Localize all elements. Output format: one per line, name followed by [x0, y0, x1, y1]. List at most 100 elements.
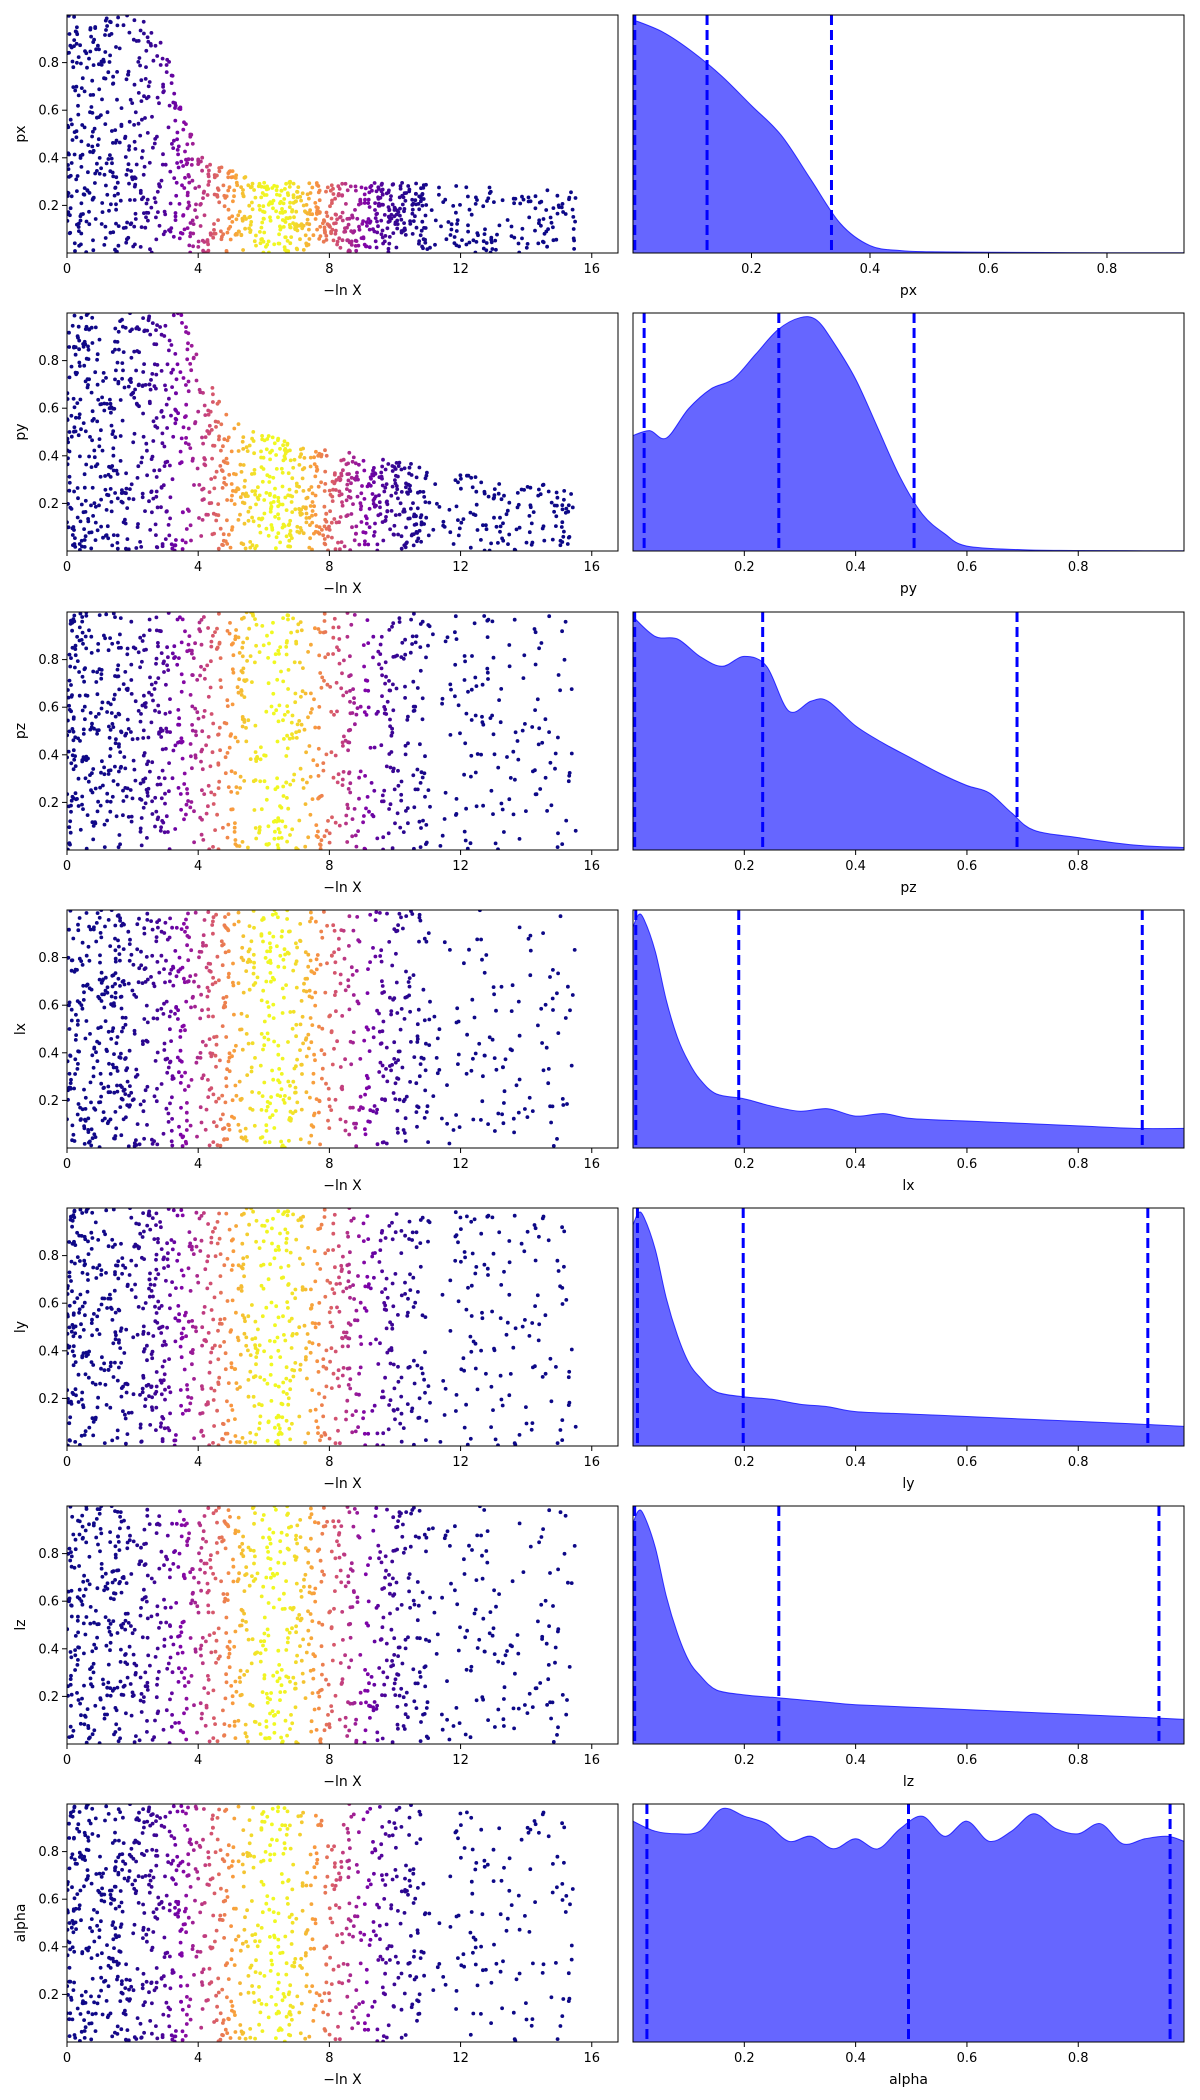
trace-point: [462, 829, 467, 834]
trace-point: [321, 761, 326, 765]
trace-point: [394, 245, 399, 250]
trace-point: [312, 1249, 317, 1254]
trace-ytick-label: 0.4: [38, 151, 59, 166]
trace-point: [545, 244, 549, 249]
trace-point: [201, 1073, 206, 1078]
trace-point: [569, 1063, 574, 1068]
trace-point: [129, 482, 134, 487]
trace-point: [312, 455, 316, 460]
trace-point: [76, 112, 81, 117]
trace-point: [150, 799, 155, 804]
trace-point: [88, 435, 92, 439]
trace-point: [108, 487, 113, 491]
trace-point: [132, 139, 137, 144]
trace-point: [106, 70, 111, 75]
trace-point: [428, 804, 432, 809]
trace-point: [131, 440, 136, 445]
trace-point: [491, 732, 496, 737]
trace-point: [172, 138, 176, 143]
trace-point: [324, 238, 329, 242]
trace-point: [69, 364, 74, 369]
trace-point: [288, 544, 293, 549]
trace-point: [126, 815, 131, 819]
trace-point: [122, 982, 127, 987]
trace-point: [533, 630, 538, 635]
trace-point: [82, 89, 87, 94]
trace-point: [240, 945, 245, 950]
trace-point: [300, 191, 305, 196]
trace-point: [314, 957, 319, 962]
trace-point: [218, 656, 223, 660]
trace-point: [254, 233, 258, 238]
trace-point: [190, 141, 195, 146]
trace-point: [214, 425, 218, 429]
trace-point: [97, 171, 102, 176]
trace-point: [403, 233, 408, 237]
trace-point: [315, 953, 320, 957]
trace-point: [124, 546, 128, 551]
trace-point: [243, 546, 248, 551]
trace-point: [106, 918, 111, 922]
trace-point: [272, 494, 277, 499]
trace-point: [447, 1141, 452, 1146]
trace-point: [185, 193, 190, 198]
trace-point: [533, 768, 537, 773]
trace-point: [308, 710, 313, 715]
trace-point: [211, 802, 216, 806]
trace-point: [332, 1291, 337, 1296]
trace-point: [305, 217, 310, 222]
trace-point: [224, 412, 229, 417]
trace-point: [362, 201, 367, 205]
trace-point: [126, 72, 131, 77]
trace-point: [168, 495, 173, 500]
trace-ytick-label: 0.4: [38, 748, 59, 763]
trace-point: [84, 953, 89, 958]
trace-point: [175, 362, 180, 367]
trace-point: [270, 201, 274, 206]
trace-point: [448, 948, 452, 952]
trace-point: [399, 546, 404, 551]
trace-point: [290, 1026, 295, 1031]
trace-point: [181, 376, 186, 380]
trace-point: [217, 612, 221, 616]
trace-point: [86, 1130, 91, 1134]
trace-point: [67, 688, 70, 692]
trace-point: [434, 1056, 439, 1060]
trace-point: [140, 384, 145, 388]
trace-point: [246, 183, 251, 188]
trace-point: [473, 713, 478, 718]
trace-point: [128, 788, 133, 792]
trace-point: [410, 207, 415, 212]
trace-point: [138, 635, 143, 640]
trace-point: [183, 1088, 187, 1092]
trace-point: [72, 15, 76, 19]
trace-point: [301, 248, 306, 252]
trace-point: [291, 968, 296, 973]
trace-point: [275, 184, 279, 189]
trace-point: [111, 533, 116, 537]
trace-point: [185, 1101, 189, 1105]
trace-point: [78, 519, 83, 524]
trace-point: [309, 1133, 314, 1138]
trace-ytick-label: 0.8: [38, 354, 59, 369]
trace-point: [218, 1317, 223, 1322]
trace-point: [177, 955, 182, 960]
trace-point: [243, 1126, 248, 1131]
trace-point: [294, 481, 299, 486]
trace-point: [246, 494, 250, 498]
trace-point: [308, 1095, 312, 1100]
trace-point: [108, 944, 113, 948]
trace-point: [282, 737, 286, 741]
trace-point: [138, 781, 143, 786]
trace-point: [169, 1128, 174, 1133]
trace-point: [427, 1017, 432, 1022]
trace-point: [159, 735, 164, 739]
trace-point: [108, 1292, 112, 1297]
trace-point: [404, 191, 409, 195]
trace-point: [168, 516, 173, 521]
trace-point: [116, 329, 121, 334]
trace-point: [135, 476, 140, 480]
